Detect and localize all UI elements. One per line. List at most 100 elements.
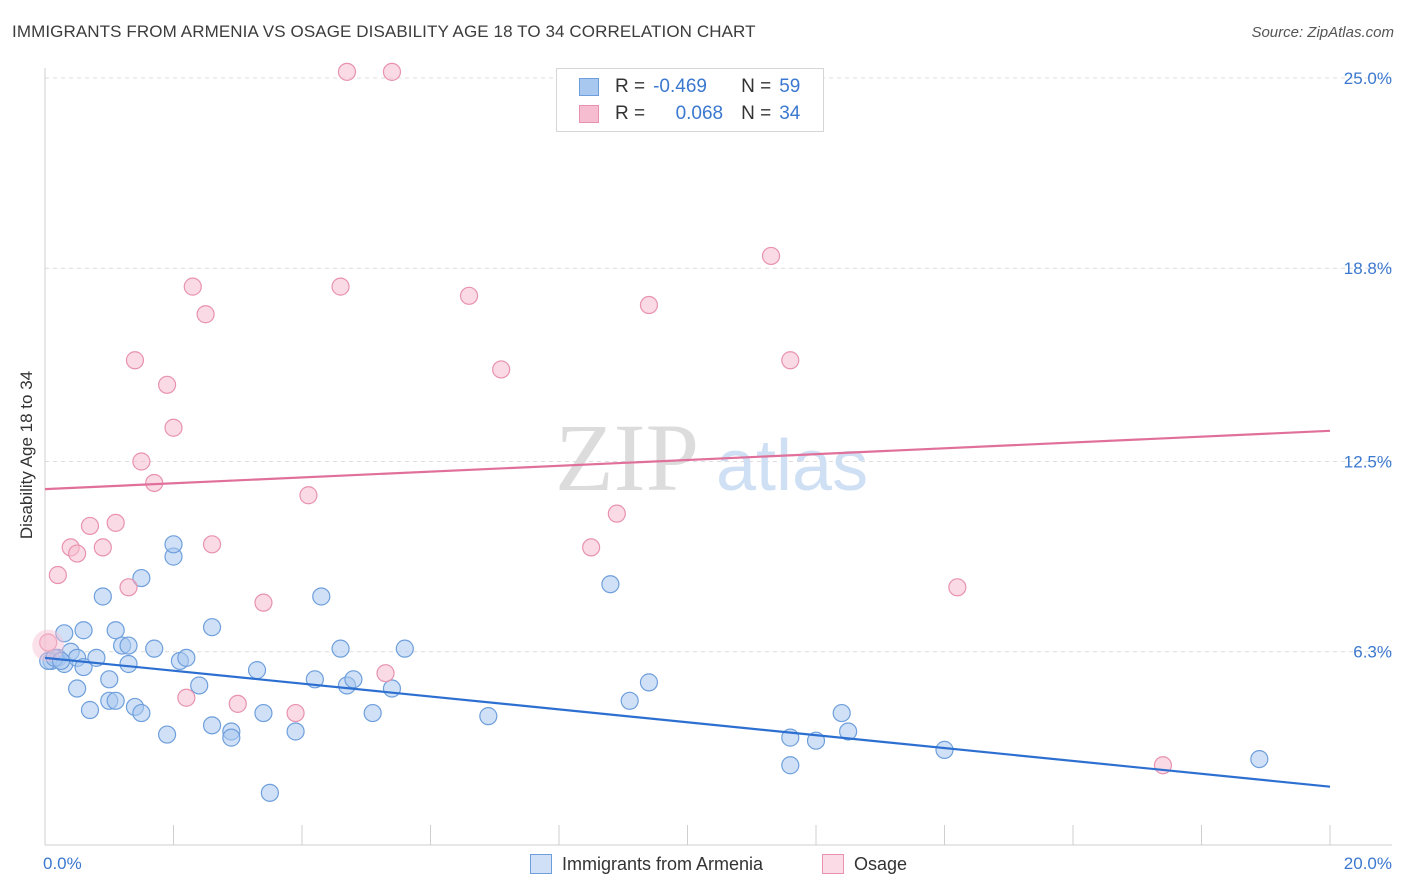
osage-point — [164, 418, 183, 437]
legend-n-label: N = — [741, 103, 772, 124]
osage-point — [492, 360, 511, 379]
bottom-legend-swatch-blue — [530, 854, 552, 874]
osage-point — [39, 633, 58, 652]
x-tick-label: 20.0% — [1344, 854, 1392, 873]
armenia-point — [620, 691, 639, 710]
armenia-point — [132, 568, 151, 588]
chart-title: IMMIGRANTS FROM ARMENIA VS OSAGE DISABIL… — [12, 22, 756, 41]
osage-point — [157, 375, 177, 394]
armenia-point — [331, 639, 350, 658]
armenia-point — [312, 587, 331, 606]
osage-point — [80, 516, 100, 536]
y-axis-label: Disability Age 18 to 34 — [17, 370, 36, 540]
armenia-point — [601, 575, 620, 594]
osage-point — [119, 578, 138, 597]
armenia-point — [132, 703, 151, 723]
osage-point — [376, 664, 395, 683]
legend-r-value: -0.469 — [653, 76, 707, 97]
armenia-point — [395, 639, 414, 658]
correlation-legend: R = -0.469 N = 59 R = 0.068 N = 34 — [556, 68, 824, 132]
y-tick-label: 12.5% — [1344, 453, 1392, 472]
armenia-point — [781, 756, 800, 775]
armenia-point — [202, 618, 222, 637]
osage-point — [177, 688, 196, 707]
osage-point — [93, 538, 112, 557]
armenia-point — [202, 716, 222, 735]
watermark-zip: ZIP — [555, 404, 699, 511]
armenia-point — [190, 676, 209, 695]
armenia-point — [93, 587, 112, 606]
osage-point — [337, 62, 357, 81]
osage-cluster-point — [32, 629, 65, 662]
bottom-legend-label: Immigrants from Armenia — [562, 853, 764, 874]
y-tick-label: 6.3% — [1353, 643, 1392, 662]
armenia-point — [106, 691, 125, 710]
bottom-legend-swatch-pink — [822, 854, 844, 874]
osage-point — [286, 703, 305, 723]
osage-point — [639, 295, 659, 315]
armenia-point — [839, 722, 858, 741]
osage-point — [106, 513, 125, 532]
y-tick-label: 18.8% — [1344, 259, 1392, 278]
armenia-point — [145, 639, 164, 658]
source-label: Source: ZipAtlas.com — [1251, 24, 1394, 41]
legend-r-label: R = — [615, 76, 646, 97]
armenia-point — [832, 703, 851, 723]
trend-lines — [44, 429, 1331, 788]
legend-n-value: 59 — [779, 76, 801, 97]
axes — [44, 68, 1392, 846]
armenia-point — [363, 703, 382, 723]
osage-point — [607, 504, 626, 523]
armenia-point — [639, 673, 659, 692]
bottom-legend-armenia: Immigrants from Armenia — [530, 852, 763, 876]
osage-point — [948, 578, 967, 597]
armenia-point — [286, 722, 305, 741]
osage-point — [582, 538, 601, 557]
armenia-point — [260, 783, 279, 802]
armenia-point — [247, 661, 267, 680]
armenia-point — [254, 703, 273, 723]
osage-point — [254, 593, 273, 612]
armenia-point — [157, 725, 177, 744]
armenia-point — [74, 621, 93, 640]
armenia-point — [119, 654, 138, 674]
legend-r-value: 0.068 — [675, 103, 724, 124]
osage-point — [196, 305, 215, 324]
legend-r-label: R = — [615, 103, 646, 124]
armenia-point — [164, 535, 183, 554]
bottom-legend-osage: Osage — [822, 852, 907, 876]
armenia-point — [222, 728, 241, 747]
armenia-point — [1250, 749, 1269, 769]
osage-trend-line — [44, 429, 1331, 491]
osage-point — [202, 535, 222, 554]
armenia-point — [68, 679, 87, 698]
armenia-point — [479, 707, 498, 726]
osage-point — [132, 452, 151, 471]
osage-point — [331, 277, 350, 296]
armenia-point — [100, 670, 119, 689]
y-tick-label: 25.0% — [1344, 69, 1392, 88]
osage-point — [781, 351, 800, 370]
osage-point — [125, 351, 145, 370]
legend-n-label: N = — [741, 76, 772, 97]
bottom-legend-label: Osage — [854, 853, 908, 874]
armenia-point — [80, 700, 100, 720]
osage-point — [68, 544, 87, 563]
armenia-trend-line — [44, 656, 1331, 788]
legend-swatch-blue — [579, 78, 599, 96]
y-tick-labels: 6.3% 12.5% 18.8% 25.0% — [1344, 69, 1392, 662]
osage-point — [382, 62, 402, 81]
osage-point — [761, 246, 781, 266]
osage-point — [48, 565, 67, 585]
armenia-point — [106, 621, 125, 640]
osage-point — [228, 694, 247, 713]
armenia-point — [119, 636, 138, 655]
armenia-point — [344, 670, 363, 689]
x-tick-labels: 0.0% 20.0% — [43, 854, 1392, 873]
osage-point — [299, 486, 318, 505]
osage-point — [459, 286, 479, 305]
gridlines — [45, 77, 1392, 653]
armenia-point — [177, 648, 196, 667]
x-tick-label: 0.0% — [43, 854, 82, 873]
